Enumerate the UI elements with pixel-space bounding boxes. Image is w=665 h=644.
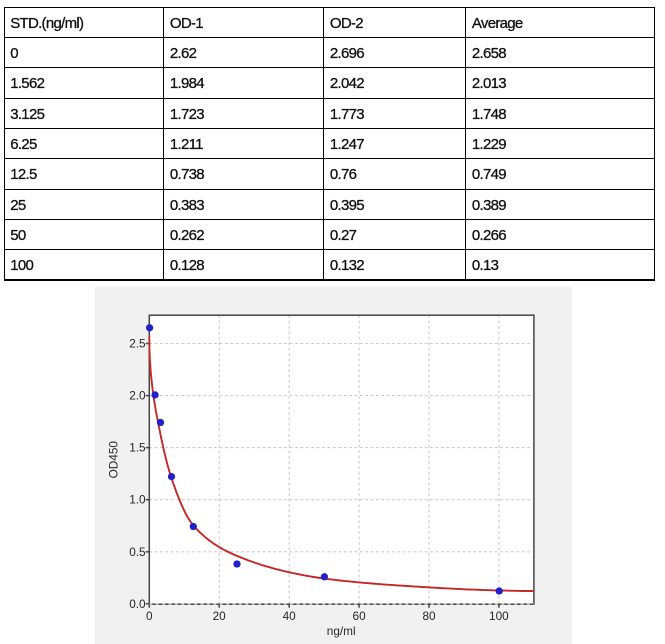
svg-text:2.5: 2.5 [129, 337, 146, 351]
svg-text:2.0: 2.0 [129, 389, 146, 403]
svg-text:20: 20 [213, 609, 227, 623]
svg-text:1.5: 1.5 [129, 441, 146, 455]
svg-text:0: 0 [146, 609, 153, 623]
svg-text:OD450: OD450 [107, 441, 121, 479]
svg-text:ng/ml: ng/ml [327, 624, 356, 638]
svg-text:40: 40 [283, 609, 297, 623]
svg-text:1.0: 1.0 [129, 493, 146, 507]
svg-text:100: 100 [489, 609, 509, 623]
svg-text:60: 60 [353, 609, 367, 623]
svg-text:80: 80 [422, 609, 436, 623]
svg-text:0.0: 0.0 [129, 597, 146, 611]
svg-text:0.5: 0.5 [129, 545, 146, 559]
